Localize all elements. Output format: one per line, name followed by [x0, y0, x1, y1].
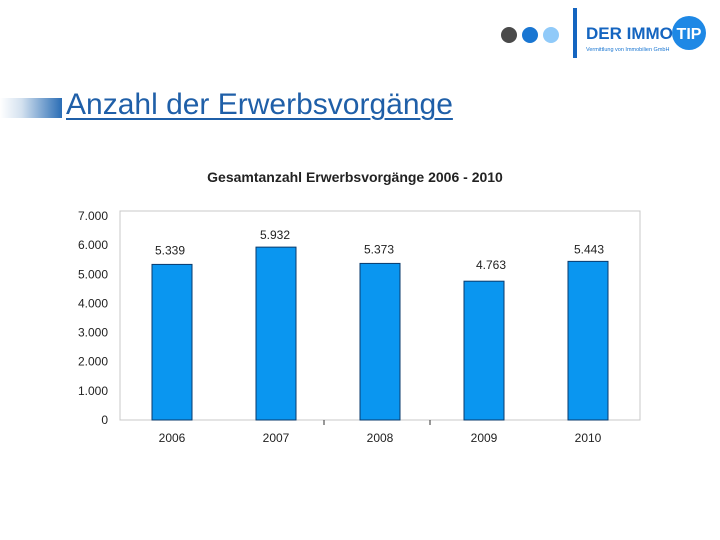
- y-tick-label: 1.000: [78, 384, 108, 398]
- slide-title: Anzahl der Erwerbsvorgänge: [66, 88, 453, 121]
- y-tick-label: 0: [101, 413, 108, 427]
- bar-value-label: 5.339: [155, 243, 185, 257]
- y-tick-label: 5.000: [78, 267, 108, 281]
- x-tick-label: 2010: [575, 431, 602, 445]
- logo-badge-text: TIP: [677, 26, 702, 43]
- title-accent-bar: [0, 98, 62, 118]
- x-tick-label: 2007: [263, 431, 290, 445]
- logo-brand-text: DER IMMO: [586, 24, 673, 43]
- logo-divider: [573, 8, 577, 58]
- bar-value-label: 5.932: [260, 228, 290, 242]
- bar: [255, 246, 297, 421]
- logo: DER IMMO Vermittlung von Immobilien GmbH…: [501, 8, 706, 58]
- y-tick-label: 4.000: [78, 296, 108, 310]
- x-tick-label: 2008: [367, 431, 394, 445]
- plot-area: 0 1.000 2.000 3.000 4.000 5.000 6.000 7.000 5.33…: [78, 209, 641, 445]
- logo-dot-dark-icon: [501, 27, 517, 43]
- bar-value-label: 5.443: [574, 242, 604, 256]
- y-tick-label: 7.000: [78, 209, 108, 223]
- bar: [463, 280, 505, 421]
- bar-value-label: 4.763: [476, 258, 506, 272]
- logo-dot-light-icon: [543, 27, 559, 43]
- bar: [151, 263, 193, 421]
- bar: [567, 260, 609, 421]
- logo-tagline: Vermittlung von Immobilien GmbH: [586, 47, 669, 53]
- x-tick-label: 2006: [159, 431, 186, 445]
- y-tick-label: 2.000: [78, 355, 108, 369]
- bar-value-label: 5.373: [364, 242, 394, 256]
- bar: [359, 262, 401, 421]
- logo-dot-blue-icon: [522, 27, 538, 43]
- y-tick-label: 3.000: [78, 326, 108, 340]
- y-tick-label: 6.000: [78, 238, 108, 252]
- logo-badge-icon: [672, 16, 706, 50]
- chart-title: Gesamtanzahl Erwerbsvorgänge 2006 - 2010: [207, 169, 503, 185]
- x-tick-label: 2009: [471, 431, 498, 445]
